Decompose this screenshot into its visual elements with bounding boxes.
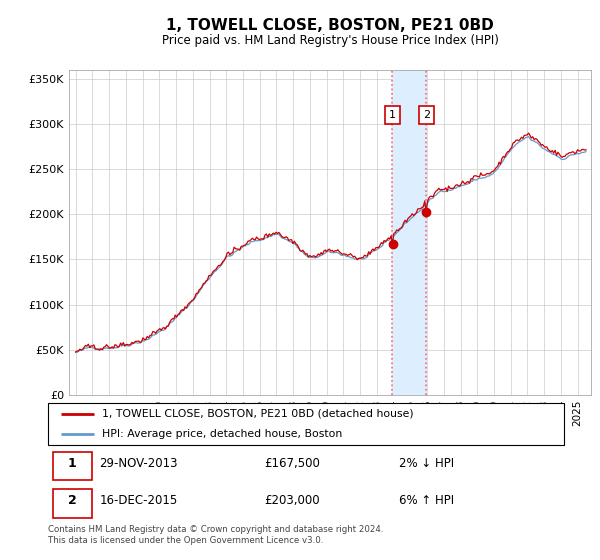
- Text: 2% ↓ HPI: 2% ↓ HPI: [399, 456, 454, 470]
- Text: Contains HM Land Registry data © Crown copyright and database right 2024.
This d: Contains HM Land Registry data © Crown c…: [48, 525, 383, 545]
- Bar: [53, 452, 92, 480]
- Text: 1, TOWELL CLOSE, BOSTON, PE21 0BD (detached house): 1, TOWELL CLOSE, BOSTON, PE21 0BD (detac…: [102, 409, 414, 419]
- Text: £203,000: £203,000: [265, 494, 320, 507]
- Text: 2: 2: [423, 110, 430, 120]
- Bar: [53, 489, 92, 517]
- Bar: [392, 70, 427, 395]
- Text: 6% ↑ HPI: 6% ↑ HPI: [399, 494, 454, 507]
- Text: 16-DEC-2015: 16-DEC-2015: [100, 494, 178, 507]
- Text: 29-NOV-2013: 29-NOV-2013: [100, 456, 178, 470]
- Text: 1, TOWELL CLOSE, BOSTON, PE21 0BD: 1, TOWELL CLOSE, BOSTON, PE21 0BD: [166, 18, 494, 32]
- Text: £167,500: £167,500: [265, 456, 320, 470]
- Text: 1: 1: [389, 110, 396, 120]
- Text: Price paid vs. HM Land Registry's House Price Index (HPI): Price paid vs. HM Land Registry's House …: [161, 34, 499, 47]
- Text: 1: 1: [68, 456, 77, 470]
- Text: HPI: Average price, detached house, Boston: HPI: Average price, detached house, Bost…: [102, 429, 343, 439]
- Text: 2: 2: [68, 494, 77, 507]
